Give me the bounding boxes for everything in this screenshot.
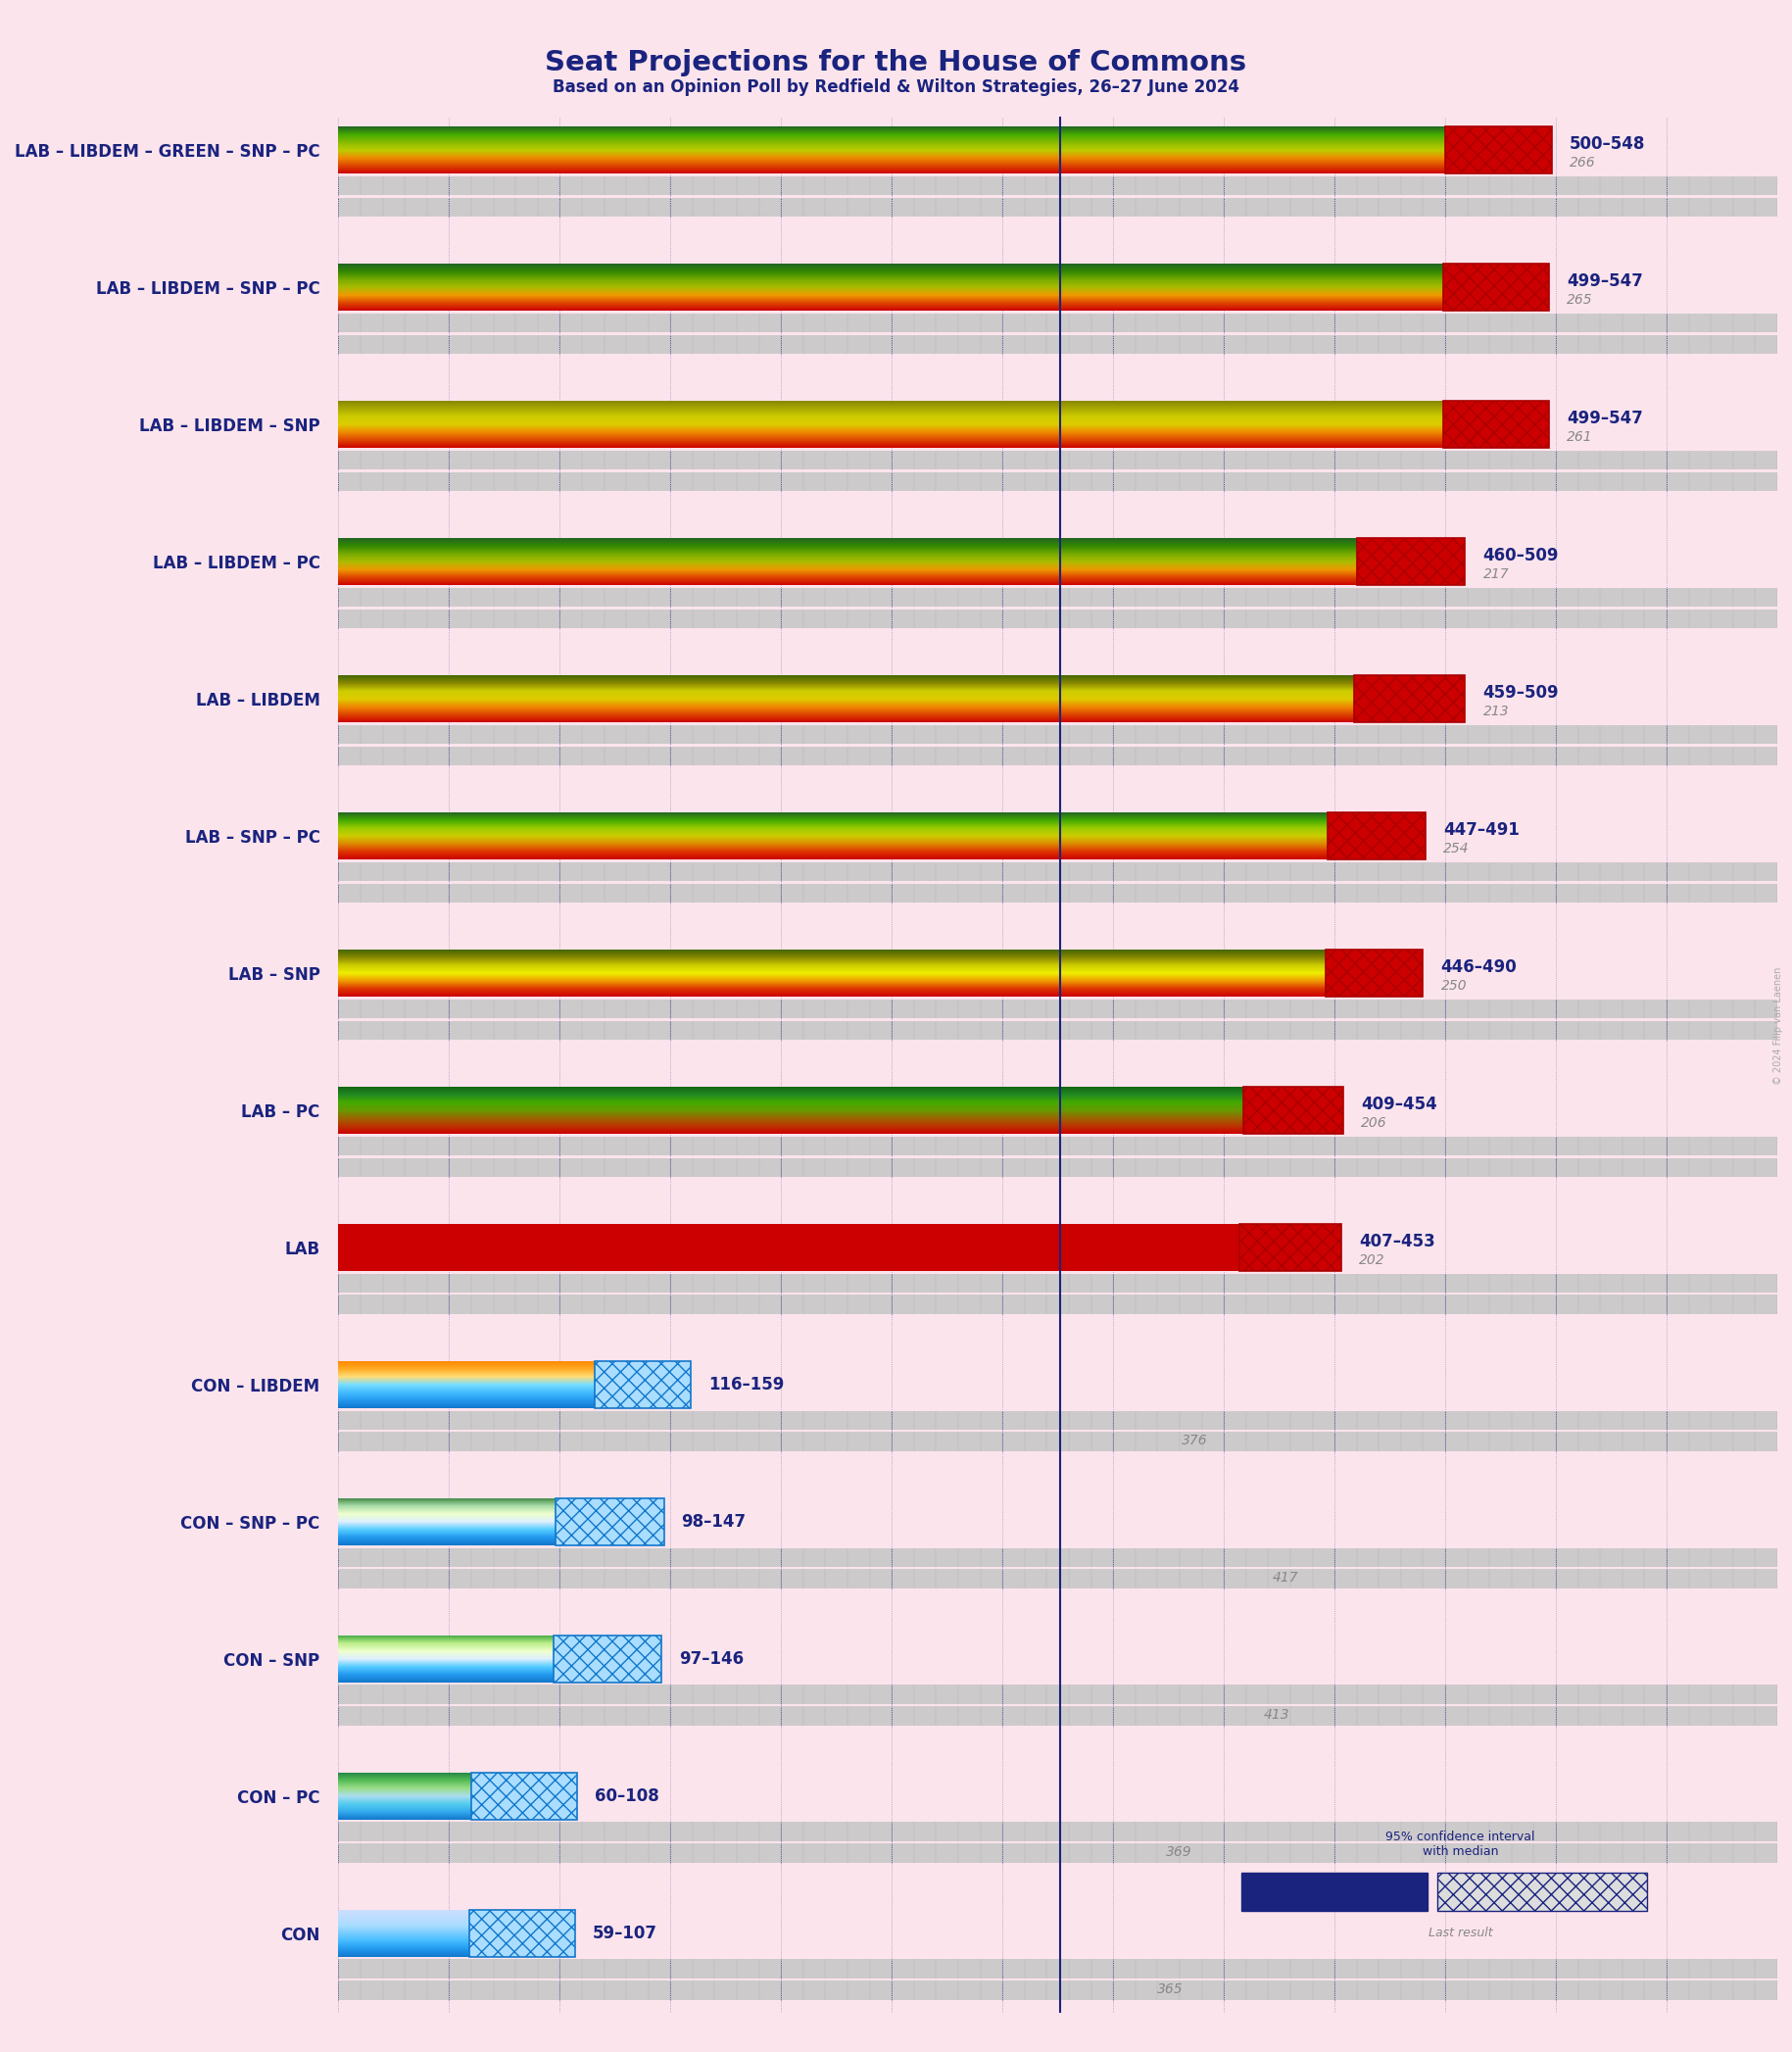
Bar bbox=[339, 1432, 1778, 1451]
Text: 407–453: 407–453 bbox=[1358, 1233, 1435, 1250]
Text: Based on an Opinion Poll by Redfield & Wilton Strategies, 26–27 June 2024: Based on an Opinion Poll by Redfield & W… bbox=[552, 78, 1240, 96]
Text: 265: 265 bbox=[1566, 293, 1593, 306]
Bar bbox=[339, 1410, 1778, 1430]
Text: 60–108: 60–108 bbox=[595, 1787, 659, 1806]
Bar bbox=[595, 1360, 690, 1408]
Text: 254: 254 bbox=[1443, 841, 1469, 856]
Text: 98–147: 98–147 bbox=[681, 1512, 745, 1531]
Text: 97–146: 97–146 bbox=[679, 1650, 744, 1668]
Bar bbox=[339, 197, 1778, 218]
Bar bbox=[339, 334, 1778, 353]
Text: 499–547: 499–547 bbox=[1566, 410, 1643, 427]
Bar bbox=[339, 451, 1778, 470]
Text: 500–548: 500–548 bbox=[1570, 135, 1645, 152]
Bar bbox=[339, 724, 1778, 743]
Bar bbox=[1443, 265, 1550, 312]
Bar bbox=[339, 472, 1778, 490]
Bar bbox=[339, 1980, 1778, 1999]
Text: 417: 417 bbox=[1272, 1572, 1299, 1584]
Text: 213: 213 bbox=[1482, 704, 1509, 718]
Text: 206: 206 bbox=[1362, 1116, 1387, 1129]
Text: 447–491: 447–491 bbox=[1443, 821, 1520, 839]
Bar bbox=[339, 1960, 1778, 1978]
Text: Seat Projections for the House of Commons: Seat Projections for the House of Common… bbox=[545, 49, 1247, 76]
Text: 369: 369 bbox=[1167, 1845, 1192, 1859]
Bar bbox=[339, 1570, 1778, 1588]
Bar bbox=[339, 1020, 1778, 1040]
Bar bbox=[339, 1843, 1778, 1863]
Text: 446–490: 446–490 bbox=[1441, 958, 1518, 975]
Bar bbox=[339, 1707, 1778, 1726]
Text: 376: 376 bbox=[1181, 1434, 1208, 1447]
Bar bbox=[1240, 1223, 1340, 1270]
Bar bbox=[554, 1635, 661, 1683]
Bar bbox=[1328, 813, 1425, 860]
Text: 261: 261 bbox=[1566, 431, 1593, 443]
Bar bbox=[1242, 1871, 1428, 1910]
Bar bbox=[470, 1910, 575, 1958]
Text: 116–159: 116–159 bbox=[708, 1375, 783, 1393]
Bar bbox=[339, 1295, 1778, 1313]
Text: 202: 202 bbox=[1358, 1254, 1385, 1266]
Text: 499–547: 499–547 bbox=[1566, 273, 1643, 289]
Bar bbox=[1326, 950, 1423, 997]
Bar bbox=[339, 747, 1778, 765]
Bar bbox=[339, 314, 1778, 332]
Text: Last result: Last result bbox=[1428, 1927, 1493, 1939]
Text: © 2024 Filip van Laenen: © 2024 Filip van Laenen bbox=[1774, 966, 1783, 1086]
Bar bbox=[339, 1274, 1778, 1293]
Text: 266: 266 bbox=[1570, 156, 1595, 170]
Bar bbox=[339, 999, 1778, 1018]
Bar bbox=[556, 1498, 663, 1545]
Bar bbox=[339, 1547, 1778, 1566]
Bar bbox=[1244, 1088, 1344, 1135]
Bar bbox=[339, 884, 1778, 903]
Text: 250: 250 bbox=[1441, 979, 1468, 993]
Bar bbox=[1355, 675, 1466, 722]
Bar bbox=[339, 609, 1778, 628]
Bar bbox=[1444, 127, 1552, 174]
Text: 459–509: 459–509 bbox=[1482, 683, 1559, 702]
Text: 460–509: 460–509 bbox=[1482, 546, 1559, 564]
Bar bbox=[339, 587, 1778, 607]
Bar bbox=[1437, 1871, 1647, 1910]
Bar bbox=[1357, 538, 1466, 585]
Text: 409–454: 409–454 bbox=[1362, 1096, 1437, 1112]
Bar bbox=[339, 1685, 1778, 1703]
Bar bbox=[339, 1157, 1778, 1176]
Bar bbox=[339, 1137, 1778, 1155]
Text: 217: 217 bbox=[1482, 566, 1509, 581]
Bar bbox=[339, 862, 1778, 880]
Text: 59–107: 59–107 bbox=[593, 1925, 658, 1941]
Text: 365: 365 bbox=[1158, 1982, 1183, 1997]
Text: 95% confidence interval
with median: 95% confidence interval with median bbox=[1385, 1830, 1536, 1857]
Bar bbox=[339, 1822, 1778, 1841]
Text: 413: 413 bbox=[1263, 1707, 1290, 1722]
Bar bbox=[339, 176, 1778, 195]
Bar bbox=[1443, 400, 1550, 447]
Bar bbox=[471, 1773, 577, 1820]
